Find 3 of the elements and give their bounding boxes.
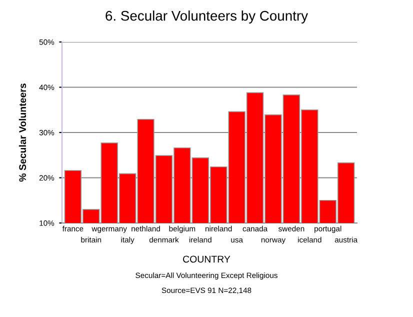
x-axis-title: COUNTRY: [183, 256, 230, 263]
chart-title: 6. Secular Volunteers by Country: [106, 10, 308, 24]
y-axis-title: % Secular Volunteers: [18, 84, 26, 182]
